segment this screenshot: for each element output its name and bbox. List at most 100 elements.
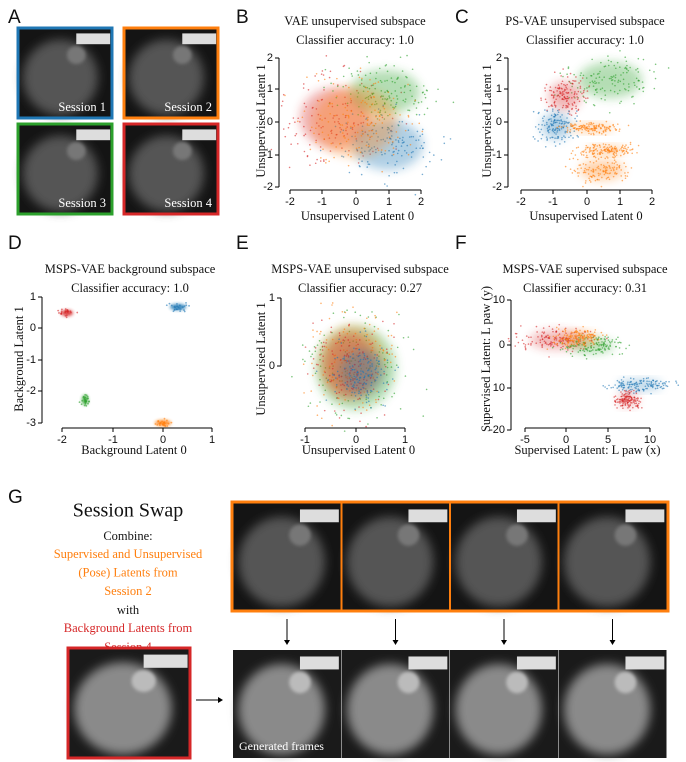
point [578, 172, 580, 174]
point [563, 98, 565, 101]
point [574, 80, 577, 82]
point [362, 402, 364, 404]
point [595, 82, 598, 84]
y-tick-label: -2 [26, 385, 36, 397]
point [319, 378, 321, 381]
x-tick-label: -1 [548, 196, 558, 208]
point [635, 382, 637, 384]
point [336, 95, 338, 97]
point [551, 328, 554, 330]
point [593, 175, 596, 178]
x-tick-label: 0 [563, 434, 569, 446]
point [584, 167, 586, 170]
point [579, 85, 582, 88]
point [370, 135, 373, 138]
point [369, 359, 372, 361]
point [664, 383, 666, 385]
point [340, 345, 343, 347]
point [383, 363, 386, 366]
point [637, 407, 640, 409]
point [581, 343, 583, 346]
point [592, 150, 595, 152]
point [359, 151, 362, 154]
point [600, 344, 603, 347]
point [341, 124, 344, 126]
point [543, 115, 545, 118]
point [384, 149, 387, 152]
point [633, 389, 635, 392]
point [583, 171, 586, 174]
point [646, 382, 648, 385]
point [612, 175, 615, 178]
point [569, 335, 572, 338]
point [639, 401, 642, 403]
point [375, 132, 378, 135]
point [348, 171, 351, 174]
point [618, 164, 621, 167]
point [288, 166, 291, 169]
point [361, 112, 364, 115]
point [393, 107, 396, 109]
point [343, 316, 345, 319]
point [325, 346, 328, 348]
point [350, 125, 352, 128]
session-label: Session 1 [58, 100, 106, 114]
point [370, 407, 372, 409]
point [557, 84, 560, 86]
point [579, 335, 582, 338]
point [636, 399, 639, 402]
point [556, 121, 558, 124]
point [527, 343, 530, 345]
y-tick-label: 2 [267, 52, 273, 64]
point [598, 345, 600, 347]
point [313, 345, 316, 348]
point [301, 344, 304, 346]
point [389, 361, 392, 364]
head-bar [625, 656, 665, 670]
point [563, 96, 566, 98]
point [574, 117, 576, 120]
point [405, 152, 408, 154]
point [553, 337, 556, 340]
point [315, 127, 317, 130]
y-tick-label: 0 [496, 116, 502, 128]
point [562, 340, 564, 342]
point [575, 120, 578, 122]
point [627, 395, 629, 398]
point [565, 106, 567, 109]
point [336, 85, 339, 88]
point [543, 340, 546, 343]
point [65, 316, 68, 319]
point [602, 143, 605, 145]
point [342, 113, 344, 116]
point [320, 417, 323, 420]
point [638, 400, 640, 402]
point [613, 149, 615, 151]
point [385, 348, 388, 351]
point [84, 396, 87, 399]
point [382, 382, 385, 384]
point [637, 57, 640, 60]
point [621, 149, 623, 152]
point [84, 399, 87, 401]
point [348, 86, 350, 89]
point [628, 393, 630, 396]
point [357, 355, 360, 358]
point [367, 397, 370, 399]
point [591, 128, 594, 130]
point [347, 138, 350, 141]
point [392, 97, 395, 100]
point [375, 72, 378, 74]
point [66, 310, 69, 313]
point [576, 334, 579, 337]
point [586, 156, 589, 159]
point [623, 152, 626, 154]
y-axis-label: Supervised Latent: L paw (y) [479, 286, 493, 432]
point [401, 139, 404, 141]
point [641, 388, 644, 391]
point [580, 124, 582, 127]
point [592, 174, 594, 177]
head-bar [408, 509, 448, 523]
point [585, 151, 587, 154]
point [550, 123, 552, 125]
